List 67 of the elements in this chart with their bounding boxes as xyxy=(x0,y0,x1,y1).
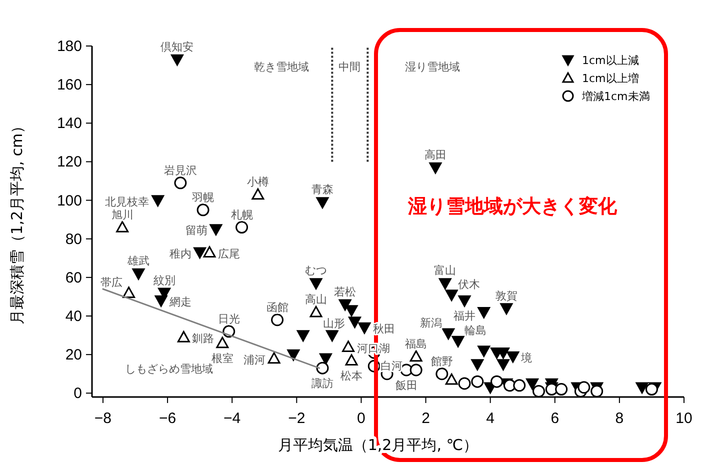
annotation: 輪島 xyxy=(464,324,487,338)
annotation: 富山 xyxy=(434,264,456,278)
annotation: 乾き雪地域 xyxy=(254,60,309,74)
annotation: 岩見沢 xyxy=(164,164,197,177)
annotation: 網走 xyxy=(168,296,192,309)
annotation: 倶知安 xyxy=(160,40,194,54)
y-tick-label: 80 xyxy=(65,230,82,248)
x-tick-label: −8 xyxy=(94,410,112,427)
x-tick-label: 4 xyxy=(486,410,494,427)
annotation: 山形 xyxy=(323,317,346,330)
annotation: 羽幌 xyxy=(192,190,214,204)
annotation: むつ xyxy=(305,264,328,278)
annotation: 浦河 xyxy=(244,353,266,366)
annotation: 函館 xyxy=(266,300,288,314)
legend-label: 1cm以上増 xyxy=(582,72,639,85)
y-tick-label: 100 xyxy=(56,192,82,210)
annotation: 館野 xyxy=(430,354,453,368)
annotation: 小樽 xyxy=(246,176,269,188)
x-tick-label: −6 xyxy=(158,410,176,427)
legend-label: 1cm以上減 xyxy=(582,54,639,67)
x-tick-label: −2 xyxy=(288,410,306,427)
legend-label: 増減1cm未満 xyxy=(581,90,650,103)
annotation: 福島 xyxy=(405,338,428,350)
y-axis-title: 月最深積雪（1,2月平均, cm） xyxy=(8,118,26,325)
x-tick-label: 2 xyxy=(422,410,430,427)
annotation: 帯広 xyxy=(100,276,122,289)
annotation: 敦賀 xyxy=(495,289,518,302)
annotation: 湿り雪地域 xyxy=(404,60,460,74)
annotation: 中間 xyxy=(338,60,361,74)
annotation: 北見枝幸 xyxy=(104,195,149,208)
annotation: 伏木 xyxy=(458,278,480,291)
y-tick-label: 60 xyxy=(65,269,82,286)
annotation: 紋別 xyxy=(153,274,176,287)
annotation: 若松 xyxy=(334,285,356,298)
x-tick-label: 6 xyxy=(550,410,560,427)
annotation: 飯田 xyxy=(395,379,418,392)
annotation: 青森 xyxy=(311,183,334,196)
y-tick-label: 140 xyxy=(56,115,82,132)
annotation: 根室 xyxy=(211,352,234,365)
annotation: 高田 xyxy=(424,148,446,162)
y-tick-label: 40 xyxy=(65,308,82,325)
annotation: 日光 xyxy=(218,312,240,326)
annotation: 諏訪 xyxy=(311,377,334,390)
x-tick-label: 8 xyxy=(615,410,624,427)
annotation: 高山 xyxy=(305,293,328,306)
y-tick-label: 20 xyxy=(65,346,82,364)
annotation: しもざらめ雪地域 xyxy=(124,362,213,376)
annotation: 福井 xyxy=(454,310,476,323)
y-tick-label: 120 xyxy=(56,154,82,171)
annotation: 湿り雪地域が大きく変化 xyxy=(406,196,618,218)
annotation: 境 xyxy=(520,352,532,364)
x-tick-label: 0 xyxy=(357,410,366,427)
annotation: 留萌 xyxy=(185,224,208,238)
x-tick-label: 10 xyxy=(676,410,692,427)
annotation: 釧路 xyxy=(192,332,214,346)
x-tick-label: −4 xyxy=(224,410,241,427)
annotation: 河口湖 xyxy=(357,342,390,355)
annotation: 札幌 xyxy=(230,208,253,222)
annotation: 旭川 xyxy=(111,208,134,222)
y-tick-label: 160 xyxy=(56,76,82,94)
annotation: 雄武 xyxy=(126,254,150,268)
y-tick-label: 0 xyxy=(74,385,82,402)
annotation: 稚内 xyxy=(169,247,192,260)
y-tick-label: 180 xyxy=(56,38,82,55)
annotation: 松本 xyxy=(340,369,363,382)
annotation: 広尾 xyxy=(218,247,240,260)
annotation: 新潟 xyxy=(420,316,442,330)
